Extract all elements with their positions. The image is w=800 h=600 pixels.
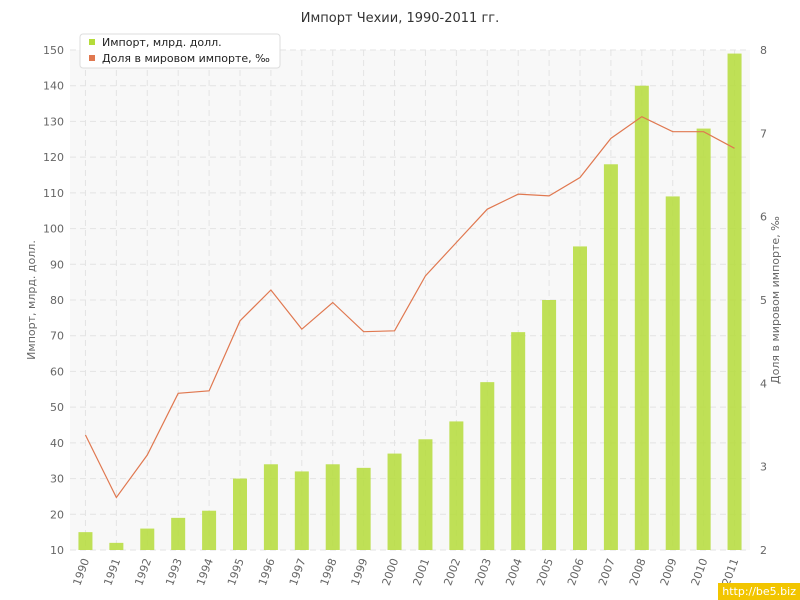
bar-2011 bbox=[727, 53, 742, 550]
legend-label-bar: Импорт, млрд. долл. bbox=[102, 36, 222, 49]
legend-swatch-line bbox=[89, 55, 95, 61]
x-tick-label: 1998 bbox=[318, 557, 340, 588]
y-axis-label: Импорт, млрд. долл. bbox=[25, 240, 38, 360]
bar-2007 bbox=[603, 164, 618, 551]
y-tick-label: 130 bbox=[43, 115, 64, 128]
bar-1997 bbox=[294, 471, 309, 550]
line-share bbox=[84, 115, 735, 499]
bar-2005 bbox=[542, 300, 557, 550]
x-tick-label: 1991 bbox=[101, 557, 123, 588]
legend: Импорт, млрд. долл. Доля в мировом импор… bbox=[79, 33, 281, 69]
bar-2004 bbox=[511, 332, 526, 550]
legend-label-line: Доля в мировом импорте, ‰ bbox=[102, 52, 270, 65]
bar-1998 bbox=[325, 464, 340, 550]
x-tick-label: 1999 bbox=[349, 557, 371, 588]
y-tick-label: 150 bbox=[43, 44, 64, 57]
x-tick-label: 2000 bbox=[380, 557, 402, 588]
bar-series bbox=[78, 53, 742, 551]
x-tick-label: 1994 bbox=[194, 557, 216, 588]
y-tick-label: 100 bbox=[43, 223, 64, 236]
bar-1999 bbox=[356, 467, 371, 550]
y-axis-ticks: 10 20 30 40 50 60 70 80 90 100 110 120 130 140 150 bbox=[43, 44, 64, 557]
y2-tick-label: 8 bbox=[760, 44, 767, 57]
y2-tick-label: 4 bbox=[760, 377, 767, 390]
x-tick-label: 1992 bbox=[132, 557, 154, 588]
x-tick-label: 1993 bbox=[163, 557, 185, 588]
x-axis-ticks: 1990 1991 1992 1993 1994 1995 1996 1997 1998 1999… bbox=[70, 557, 741, 588]
x-tick-label: 1997 bbox=[287, 557, 309, 588]
watermark[interactable]: http://be5.biz bbox=[718, 583, 800, 600]
y-tick-label: 90 bbox=[50, 258, 64, 271]
bar-2008 bbox=[634, 85, 649, 550]
x-tick-label: 2001 bbox=[410, 557, 432, 588]
y2-axis-label: Доля в мировом импорте, ‰ bbox=[769, 216, 782, 384]
y-tick-label: 20 bbox=[50, 508, 64, 521]
y-tick-label: 60 bbox=[50, 365, 64, 378]
y2-tick-label: 2 bbox=[760, 544, 767, 557]
bar-2001 bbox=[418, 439, 433, 550]
y2-axis-ticks: 2 3 4 5 6 7 8 bbox=[760, 44, 767, 557]
x-tick-label: 2005 bbox=[534, 557, 556, 588]
y2-tick-label: 7 bbox=[760, 127, 767, 140]
y-tick-label: 110 bbox=[43, 187, 64, 200]
line-series bbox=[84, 115, 735, 499]
y-tick-label: 120 bbox=[43, 151, 64, 164]
bar-2000 bbox=[387, 453, 402, 550]
bar-2009 bbox=[665, 196, 680, 550]
bar-1995 bbox=[233, 478, 247, 550]
y-tick-label: 70 bbox=[50, 330, 64, 343]
x-tick-label: 2007 bbox=[596, 557, 618, 588]
y-tick-label: 10 bbox=[50, 544, 64, 557]
bar-1990 bbox=[78, 532, 93, 550]
x-tick-label: 1995 bbox=[225, 557, 247, 588]
x-tick-label: 2006 bbox=[565, 557, 587, 588]
x-tick-label: 2002 bbox=[441, 557, 463, 588]
x-tick-label: 2003 bbox=[472, 557, 494, 588]
y2-tick-label: 6 bbox=[760, 211, 767, 224]
bar-1993 bbox=[171, 517, 186, 550]
x-tick-label: 2008 bbox=[627, 557, 649, 588]
y-tick-label: 80 bbox=[50, 294, 64, 307]
x-tick-label: 2004 bbox=[503, 557, 525, 588]
x-tick-label: 2009 bbox=[658, 557, 680, 588]
legend-box bbox=[79, 33, 281, 69]
y2-tick-label: 5 bbox=[760, 294, 767, 307]
bar-1996 bbox=[263, 464, 278, 550]
bar-2002 bbox=[449, 421, 464, 550]
bar-2006 bbox=[573, 246, 587, 550]
bar-1991 bbox=[109, 542, 124, 550]
legend-swatch-bar bbox=[89, 39, 95, 45]
x-tick-label: 1990 bbox=[70, 557, 92, 588]
bar-2010 bbox=[696, 128, 711, 551]
bar-1994 bbox=[202, 510, 217, 550]
y-tick-label: 30 bbox=[50, 473, 64, 486]
y-tick-label: 40 bbox=[50, 437, 64, 450]
bar-1992 bbox=[140, 528, 155, 550]
y-tick-label: 50 bbox=[50, 401, 64, 414]
x-tick-label: 1996 bbox=[256, 557, 278, 588]
y-tick-label: 140 bbox=[43, 80, 64, 93]
y2-tick-label: 3 bbox=[760, 461, 767, 474]
chart-title: Импорт Чехии, 1990-2011 гг. bbox=[301, 11, 500, 26]
bar-2003 bbox=[480, 382, 495, 550]
x-tick-label: 2010 bbox=[689, 557, 711, 588]
